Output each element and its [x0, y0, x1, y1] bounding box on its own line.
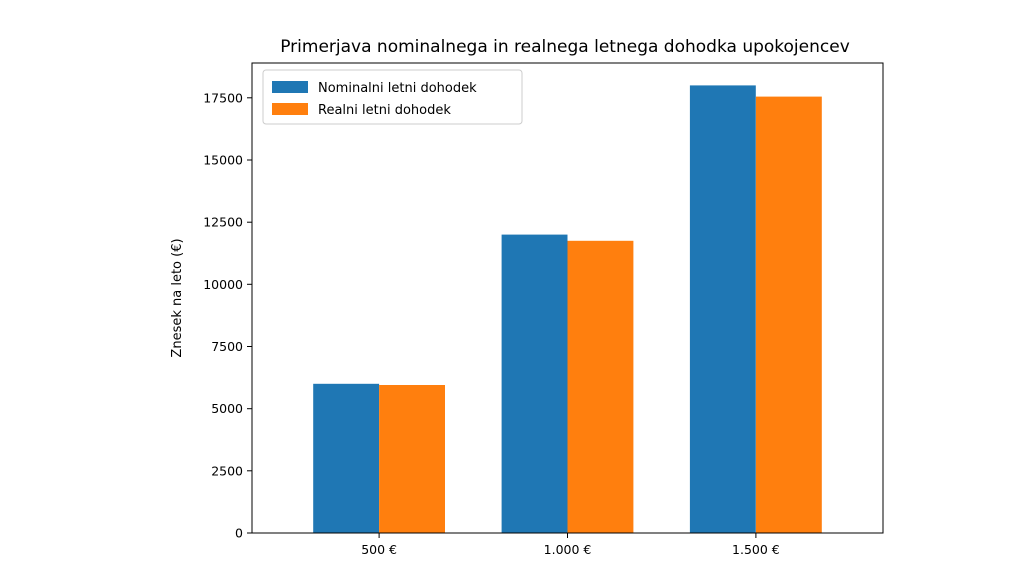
y-tick-label: 5000	[211, 401, 243, 416]
y-tick-label: 7500	[211, 339, 243, 354]
bar-series-1-cat-1	[313, 383, 380, 533]
y-tick-label: 2500	[211, 463, 243, 478]
x-axis: 500 € 1.000 € 1.500 €	[361, 533, 780, 557]
legend-swatch	[272, 81, 308, 93]
x-tick-label: 500 €	[361, 542, 397, 557]
legend-box	[262, 69, 523, 125]
y-tick-label: 10000	[203, 277, 243, 292]
bar-series-1-cat-2	[501, 234, 568, 533]
y-tick-label: 15000	[203, 153, 243, 168]
bars-layer	[313, 85, 822, 534]
bar-series-2-cat-3	[755, 96, 822, 533]
y-tick-label: 12500	[203, 215, 243, 230]
x-tick-label: 1.500 €	[732, 542, 780, 557]
bar-series-2-cat-2	[567, 240, 634, 534]
y-axis-label: Znesek na leto (€)	[170, 238, 185, 357]
y-axis: 0 2500 5000 7500 10000 12500 15000 17500	[203, 90, 252, 541]
legend-swatch	[272, 103, 308, 115]
y-tick-label: 17500	[203, 90, 243, 105]
legend-label: Realni letni dohodek	[318, 103, 451, 118]
legend-label: Nominalni letni dohodek	[318, 81, 477, 96]
y-tick-label: 0	[235, 526, 243, 541]
chart-title: Primerjava nominalnega in realnega letne…	[280, 37, 850, 57]
bar-series-2-cat-1	[379, 385, 445, 533]
bar-series-1-cat-3	[689, 85, 756, 534]
legend: Nominalni letni dohodek Realni letni doho…	[262, 69, 523, 125]
x-tick-label: 1.000 €	[544, 542, 592, 557]
